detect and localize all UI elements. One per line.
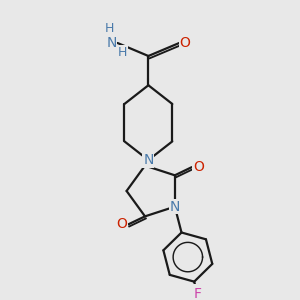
- Text: F: F: [194, 287, 201, 300]
- Text: N: N: [143, 153, 154, 167]
- Text: O: O: [193, 160, 204, 174]
- Text: N: N: [169, 200, 180, 214]
- Text: H: H: [118, 46, 127, 59]
- Text: N: N: [106, 36, 117, 50]
- Text: O: O: [116, 218, 127, 232]
- Text: O: O: [180, 36, 190, 50]
- Text: H: H: [105, 22, 114, 35]
